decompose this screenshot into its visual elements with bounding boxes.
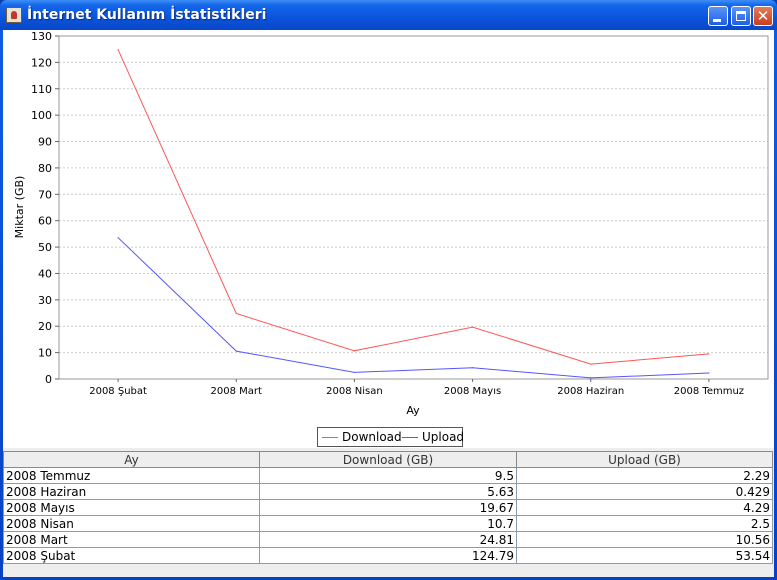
data-point-download <box>353 350 356 352</box>
maximize-icon <box>736 11 746 21</box>
cell-upload[interactable]: 10.56 <box>516 531 773 548</box>
y-axis-ticks: 0 10 20 30 40 50 60 70 80 90 100 110 120 130 <box>31 30 59 386</box>
y-tick-label: 0 <box>45 373 52 386</box>
cell-download[interactable]: 19.67 <box>259 499 517 516</box>
cell-upload[interactable]: 53.54 <box>516 547 773 564</box>
x-tick-label: 2008 Temmuz <box>674 386 744 397</box>
data-table-scrollpane[interactable]: Ay Download (GB) Upload (GB) 2008 Temmuz… <box>3 451 774 564</box>
legend-item-download: Download <box>322 430 402 444</box>
data-point-download <box>708 353 710 355</box>
minimize-icon <box>713 19 721 22</box>
cell-month[interactable]: 2008 Nisan <box>3 515 260 532</box>
data-point-upload <box>471 367 474 369</box>
legend-swatch-upload <box>402 437 418 438</box>
table-row[interactable]: 2008 Nisan 10.7 2.5 <box>3 515 773 532</box>
y-tick-label: 80 <box>38 162 52 175</box>
data-table[interactable]: Ay Download (GB) Upload (GB) 2008 Temmuz… <box>3 451 773 564</box>
y-tick-label: 50 <box>38 241 52 254</box>
content-pane: 0 10 20 30 40 50 60 70 80 90 100 110 120 130 2008 Şub… <box>3 30 774 577</box>
y-tick-label: 100 <box>31 109 52 122</box>
data-point-download <box>590 363 592 365</box>
x-tick-label: 2008 Haziran <box>557 386 624 397</box>
data-point-upload <box>117 237 119 239</box>
legend-label-download: Download <box>342 430 402 444</box>
cell-download[interactable]: 5.63 <box>259 483 517 500</box>
x-axis-ticks: 2008 Şubat 2008 Mart 2008 Nisan 2008 Mayıs 2… <box>89 379 744 397</box>
legend-label-upload: Upload <box>422 430 465 444</box>
java-coffee-icon[interactable] <box>6 7 22 23</box>
maximize-button[interactable] <box>731 6 751 26</box>
series-line-upload <box>117 237 709 379</box>
data-point-download <box>471 326 474 328</box>
column-header-download[interactable]: Download (GB) <box>259 451 517 468</box>
y-axis-label: Miktar (GB) <box>13 176 26 239</box>
data-point-upload <box>708 372 710 374</box>
legend-item-upload: Upload <box>402 430 464 444</box>
y-tick-label: 60 <box>38 215 52 228</box>
y-tick-label: 90 <box>38 136 52 149</box>
cell-month[interactable]: 2008 Mart <box>3 531 260 548</box>
x-axis-label: Ay <box>406 404 420 417</box>
y-tick-label: 30 <box>38 294 52 307</box>
cell-month[interactable]: 2008 Mayıs <box>3 499 260 516</box>
title-bar[interactable]: İnternet Kullanım İstatistikleri ✕ <box>0 0 777 30</box>
table-row[interactable]: 2008 Mayıs 19.67 4.29 <box>3 499 773 516</box>
cell-upload[interactable]: 2.29 <box>516 467 773 484</box>
line-chart: 0 10 20 30 40 50 60 70 80 90 100 110 120 130 2008 Şub… <box>13 30 769 417</box>
table-row[interactable]: 2008 Haziran 5.63 0.429 <box>3 483 773 500</box>
y-tick-label: 130 <box>31 30 52 43</box>
data-point-upload <box>590 377 592 379</box>
column-header-ay[interactable]: Ay <box>3 451 260 468</box>
x-tick-label: 2008 Mart <box>211 386 262 397</box>
y-tick-label: 120 <box>31 56 52 69</box>
table-row[interactable]: 2008 Şubat 124.79 53.54 <box>3 547 773 564</box>
plot-frame <box>58 35 769 380</box>
y-tick-label: 40 <box>38 267 52 280</box>
y-tick-label: 70 <box>38 188 52 201</box>
chart-legend: Download Upload <box>317 427 464 447</box>
series-line-download <box>117 49 709 365</box>
y-tick-label: 110 <box>31 83 52 96</box>
series-lines <box>117 49 710 379</box>
cell-month[interactable]: 2008 Temmuz <box>3 467 260 484</box>
legend-swatch-download <box>322 437 338 438</box>
minimize-button[interactable] <box>708 6 728 26</box>
cell-download[interactable]: 10.7 <box>259 515 517 532</box>
y-tick-label: 10 <box>38 347 52 360</box>
table-row[interactable]: 2008 Mart 24.81 10.56 <box>3 531 773 548</box>
cell-download[interactable]: 124.79 <box>259 547 517 564</box>
data-point-upload <box>235 350 237 352</box>
x-tick-label: 2008 Mayıs <box>444 386 501 397</box>
cell-month[interactable]: 2008 Şubat <box>3 547 260 564</box>
cell-download[interactable]: 9.5 <box>259 467 517 484</box>
grid-lines <box>59 35 768 354</box>
table-header-row: Ay Download (GB) Upload (GB) <box>3 451 773 468</box>
cell-upload[interactable]: 0.429 <box>516 483 773 500</box>
table-row[interactable]: 2008 Temmuz 9.5 2.29 <box>3 467 773 484</box>
chart-panel: 0 10 20 30 40 50 60 70 80 90 100 110 120 130 2008 Şub… <box>3 30 774 448</box>
x-tick-label: 2008 Nisan <box>326 386 383 397</box>
window-title: İnternet Kullanım İstatistikleri <box>27 7 267 23</box>
cell-upload[interactable]: 4.29 <box>516 499 773 516</box>
y-tick-label: 20 <box>38 320 52 333</box>
close-button[interactable]: ✕ <box>753 6 773 26</box>
cell-download[interactable]: 24.81 <box>259 531 517 548</box>
x-tick-label: 2008 Şubat <box>89 386 147 397</box>
cell-month[interactable]: 2008 Haziran <box>3 483 260 500</box>
data-point-download <box>235 312 237 315</box>
data-point-download <box>117 49 119 51</box>
cell-upload[interactable]: 2.5 <box>516 515 773 532</box>
data-point-upload <box>353 371 356 374</box>
close-icon: ✕ <box>756 7 770 25</box>
column-header-upload[interactable]: Upload (GB) <box>516 451 773 468</box>
